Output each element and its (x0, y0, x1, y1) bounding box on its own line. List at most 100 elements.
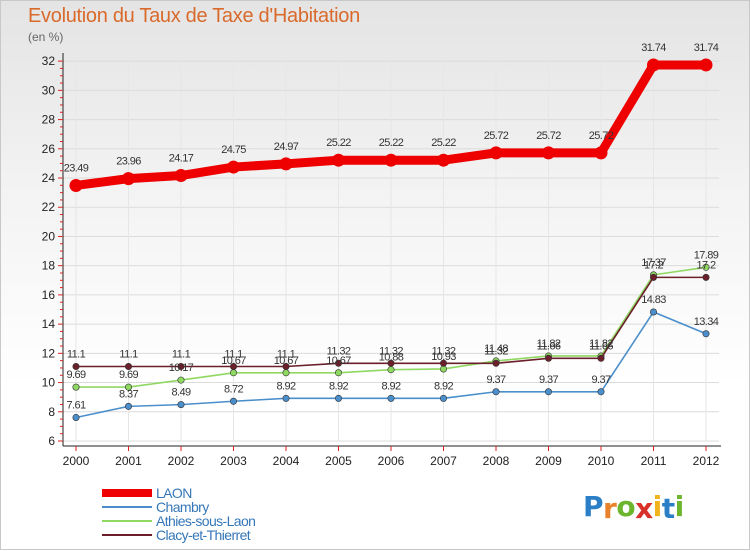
logo-letter: t (661, 492, 675, 525)
x-tick-label: 2000 (63, 454, 90, 468)
data-label: 23.96 (116, 156, 141, 168)
x-tick-label: 2009 (535, 454, 562, 468)
x-tick-label: 2008 (483, 454, 510, 468)
data-point (702, 263, 710, 271)
data-point (72, 362, 80, 370)
y-tick-label: 14 (42, 317, 56, 331)
x-tick-label: 2005 (325, 454, 352, 468)
legend-swatch (102, 534, 152, 536)
x-tick-label: 2006 (378, 454, 405, 468)
data-point (437, 153, 450, 167)
data-label: 11.48 (484, 343, 508, 355)
data-point (125, 362, 133, 370)
data-point (649, 273, 657, 281)
data-point (69, 178, 83, 192)
y-tick-label: 24 (42, 171, 56, 185)
y-tick-label: 18 (42, 259, 56, 273)
data-label: 9.69 (119, 369, 138, 381)
data-label: 31.74 (641, 42, 666, 54)
y-tick-label: 16 (42, 288, 56, 302)
data-label: 8.72 (224, 383, 243, 395)
y-tick-label: 20 (42, 229, 56, 243)
data-label: 8.92 (276, 380, 295, 392)
data-label: 11.32 (379, 345, 403, 357)
data-label: 25.72 (484, 130, 509, 142)
data-label: 10.93 (431, 351, 456, 363)
data-point (597, 388, 605, 396)
data-point (230, 362, 238, 370)
y-tick-label: 30 (42, 83, 56, 97)
data-point (72, 413, 80, 421)
data-label: 11.1 (277, 348, 296, 360)
data-point (334, 394, 342, 402)
data-label: 9.37 (486, 374, 505, 386)
data-label: 10.67 (221, 355, 246, 367)
data-point (334, 369, 342, 377)
legend-swatch (102, 489, 152, 497)
data-point (597, 354, 605, 362)
data-point (72, 383, 80, 391)
data-label: 11.32 (432, 345, 456, 357)
y-tick-label: 26 (42, 142, 56, 156)
legend-item: Clacy-et-Thierret (102, 527, 362, 543)
data-label: 25.22 (326, 137, 351, 149)
data-point (492, 388, 500, 396)
logo-letter: x (635, 492, 653, 525)
data-label: 11.1 (119, 348, 138, 360)
data-label: 11.32 (327, 345, 351, 357)
data-point (439, 359, 447, 367)
legend-label: Clacy-et-Thierret (156, 527, 251, 543)
data-point (492, 359, 500, 367)
data-point (594, 146, 608, 160)
data-label: 11.66 (537, 340, 561, 352)
data-label: 25.72 (536, 130, 561, 142)
data-label: 11.1 (224, 348, 243, 360)
y-tick-label: 32 (42, 54, 56, 68)
data-label: 17.89 (694, 249, 719, 261)
data-point (122, 172, 135, 186)
data-label: 24.75 (221, 144, 246, 156)
data-label: 8.37 (119, 388, 138, 400)
data-point (702, 330, 710, 338)
data-point (282, 394, 290, 402)
data-label: 8.92 (381, 380, 400, 392)
x-tick-label: 2010 (588, 454, 615, 468)
data-label: 10.88 (379, 352, 404, 364)
data-point (387, 359, 395, 367)
data-label: 11.66 (589, 340, 613, 352)
data-label: 24.17 (169, 153, 194, 165)
data-point (282, 362, 290, 370)
data-label: 25.22 (379, 137, 404, 149)
y-tick-label: 12 (42, 346, 56, 360)
data-point (227, 160, 240, 174)
legend-item: Athies-sous-Laon (102, 513, 362, 529)
legend: LAON Chambry Athies-sous-Laon Clacy-et-Thie… (102, 485, 362, 543)
logo-letter: P (583, 490, 604, 523)
chart-title: Evolution du Taux de Taxe d'Habitation (28, 5, 360, 27)
x-tick-label: 2001 (115, 454, 142, 468)
y-tick-label: 6 (48, 434, 55, 448)
y-axis-unit-label: (en %) (28, 30, 64, 44)
data-label: 17.2 (644, 259, 663, 271)
logo-letter: o (616, 490, 636, 523)
data-label: 11.82 (537, 338, 561, 350)
data-point (332, 153, 345, 167)
x-tick-label: 2003 (220, 454, 247, 468)
x-tick-label: 2002 (168, 454, 195, 468)
y-tick-label: 22 (42, 200, 56, 214)
data-point (177, 401, 185, 409)
y-tick-label: 10 (42, 376, 56, 390)
data-point (177, 376, 185, 384)
data-point (279, 157, 293, 171)
data-label: 8.92 (329, 380, 348, 392)
data-label: 9.37 (591, 374, 610, 386)
data-label: 9.69 (66, 369, 85, 381)
data-point (177, 362, 185, 370)
data-label: 10.67 (326, 355, 351, 367)
data-point (649, 308, 657, 316)
data-point (702, 273, 710, 281)
data-point (544, 354, 552, 362)
data-label: 24.97 (274, 141, 299, 153)
data-point (125, 402, 133, 410)
